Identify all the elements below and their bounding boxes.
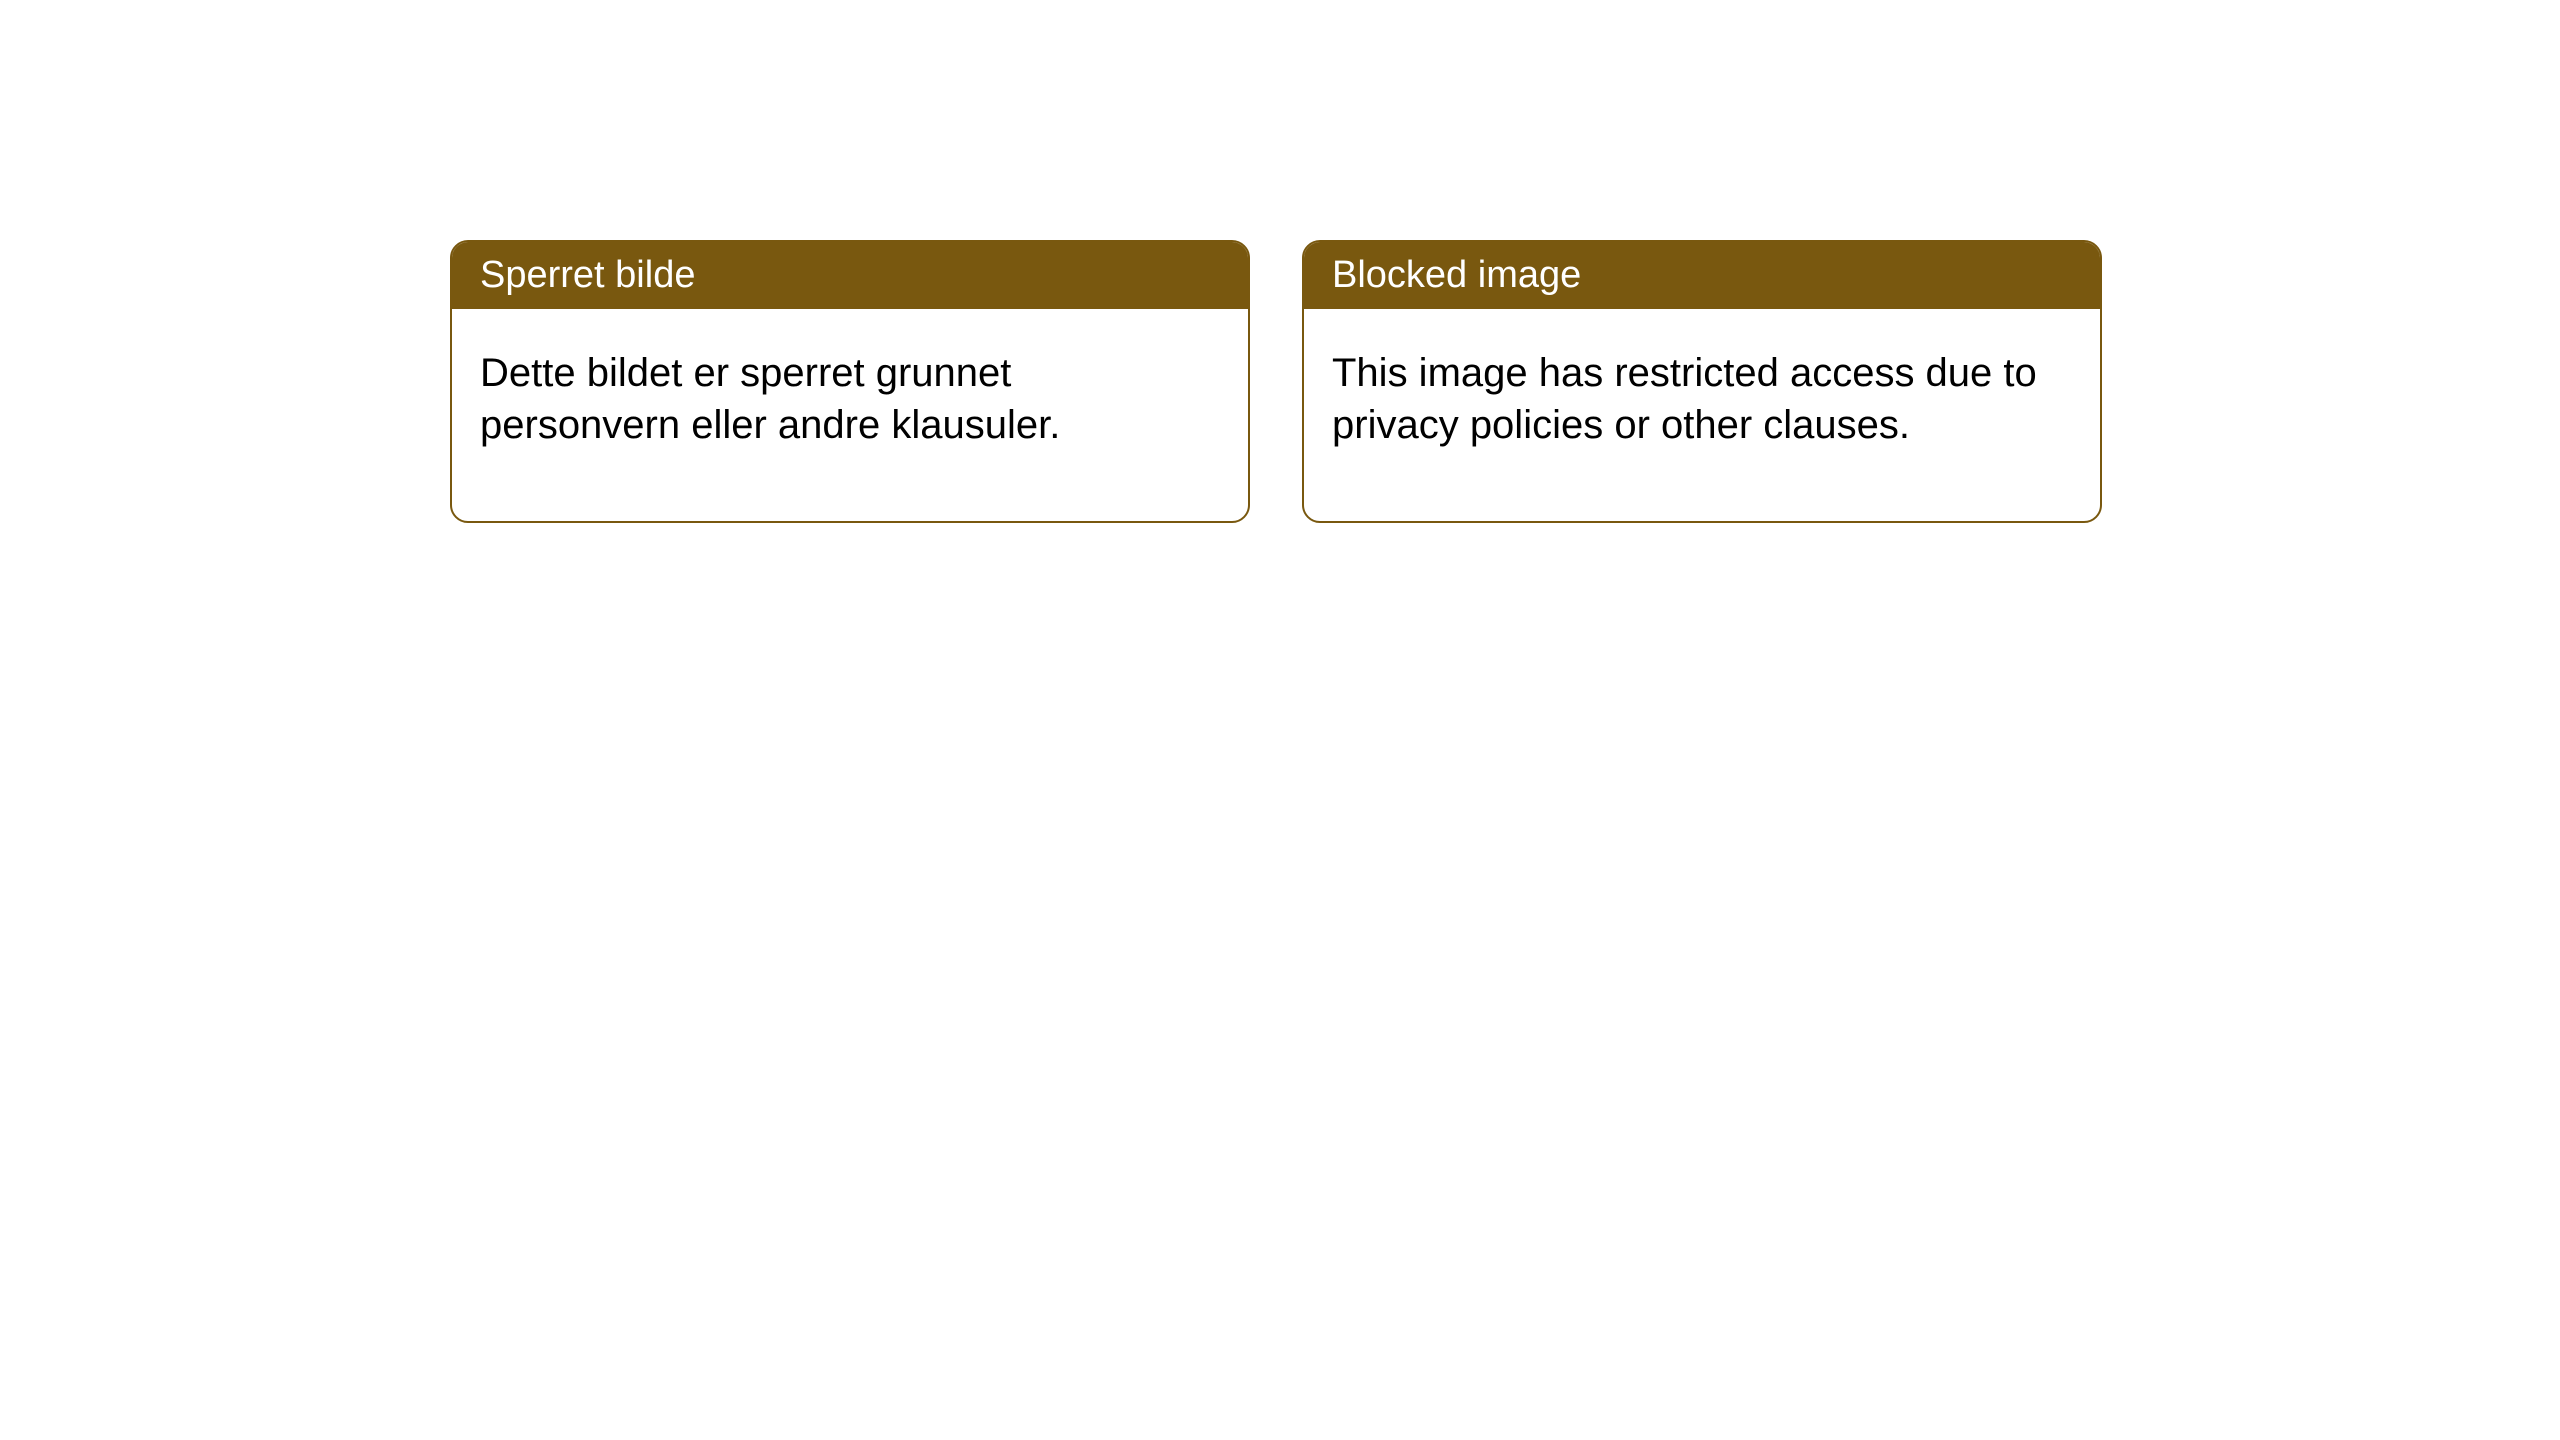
notice-card-english: Blocked image This image has restricted … (1302, 240, 2102, 523)
notice-header: Blocked image (1304, 242, 2100, 309)
notice-card-norwegian: Sperret bilde Dette bildet er sperret gr… (450, 240, 1250, 523)
notice-body: This image has restricted access due to … (1304, 309, 2100, 521)
notice-header: Sperret bilde (452, 242, 1248, 309)
notice-body: Dette bildet er sperret grunnet personve… (452, 309, 1248, 521)
notice-container: Sperret bilde Dette bildet er sperret gr… (450, 240, 2102, 523)
